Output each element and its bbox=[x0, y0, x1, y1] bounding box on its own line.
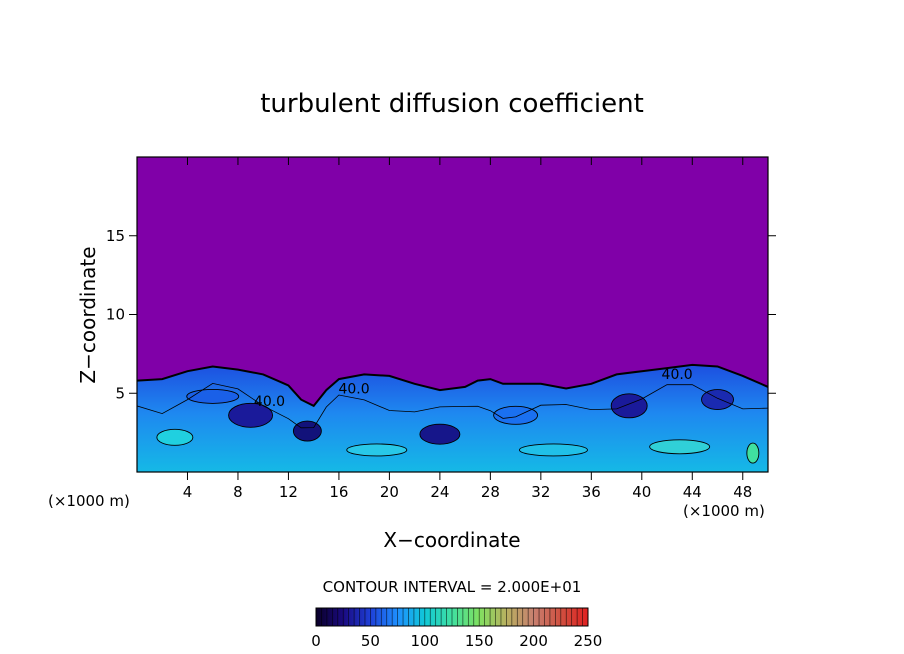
x-tick-label-2: 12 bbox=[279, 483, 298, 501]
turbulent-layer-fill bbox=[137, 364, 768, 472]
y-tick-label-1: 10 bbox=[106, 306, 125, 324]
colorbar-tick-label-3: 150 bbox=[465, 632, 494, 650]
eddy-10 bbox=[493, 405, 539, 425]
eddy-0 bbox=[228, 402, 274, 428]
x-tick-label-10: 44 bbox=[683, 483, 702, 501]
contour-interval-text: CONTOUR INTERVAL = 2.000E+01 bbox=[323, 578, 582, 596]
x-tick-label-9: 40 bbox=[632, 483, 651, 501]
x-tick-label-8: 36 bbox=[582, 483, 601, 501]
turbulent-layer-inner-contour bbox=[137, 382, 768, 429]
eddy-7 bbox=[519, 443, 588, 457]
colorbar-frame bbox=[315, 607, 589, 627]
x-axis-label: X−coordinate bbox=[383, 528, 520, 552]
colorbar-tick-label-1: 50 bbox=[361, 632, 380, 650]
x-tick-label-4: 20 bbox=[380, 483, 399, 501]
x-tick-label-7: 32 bbox=[531, 483, 550, 501]
eddy-3 bbox=[610, 393, 648, 419]
x-tick-label-0: 4 bbox=[183, 483, 193, 501]
x-unit-left: (×1000 m) bbox=[48, 492, 130, 510]
contour-labels: 40.0 40.0 40.0 bbox=[254, 367, 693, 410]
colorbar-tick-label-5: 250 bbox=[574, 632, 603, 650]
eddy-1 bbox=[292, 420, 322, 442]
eddy-2 bbox=[419, 423, 461, 445]
plot-area bbox=[137, 157, 768, 472]
y-ticks: 5 10 15 bbox=[106, 227, 776, 402]
contour-label-2: 40.0 bbox=[662, 367, 693, 383]
y-tick-label-0: 5 bbox=[115, 384, 125, 402]
colorbar-tick-label-4: 200 bbox=[519, 632, 548, 650]
contour-label-0: 40.0 bbox=[254, 394, 285, 410]
colorbar: 0 50 100 150 200 250 bbox=[311, 607, 602, 650]
x-tick-label-1: 8 bbox=[233, 483, 243, 501]
x-ticks: 4 8 12 16 20 24 28 32 36 40 44 48 bbox=[183, 157, 752, 501]
contour-label-1: 40.0 bbox=[338, 381, 369, 397]
y-tick-label-2: 15 bbox=[106, 227, 125, 245]
eddy-5 bbox=[156, 428, 194, 446]
x-tick-label-6: 28 bbox=[481, 483, 500, 501]
colorbar-ticks: 0 50 100 150 200 250 bbox=[311, 632, 602, 650]
eddy-4 bbox=[701, 389, 734, 410]
eddy-8 bbox=[649, 439, 711, 455]
turbulent-layer-top-contour bbox=[137, 363, 768, 408]
eddy-9 bbox=[186, 388, 240, 404]
x-tick-label-5: 24 bbox=[430, 483, 449, 501]
eddy-11 bbox=[746, 442, 760, 464]
x-tick-label-11: 48 bbox=[733, 483, 752, 501]
colorbar-tick-label-0: 0 bbox=[311, 632, 321, 650]
x-tick-label-3: 16 bbox=[329, 483, 348, 501]
eddy-6 bbox=[346, 443, 408, 457]
x-unit-right: (×1000 m) bbox=[683, 502, 765, 520]
chart-title: turbulent diffusion coefficient bbox=[260, 89, 644, 119]
colorbar-stripes bbox=[321, 608, 583, 626]
y-axis-label: Z−coordinate bbox=[76, 246, 100, 383]
turbulent-blobs bbox=[156, 388, 760, 464]
colorbar-tick-label-2: 100 bbox=[410, 632, 439, 650]
